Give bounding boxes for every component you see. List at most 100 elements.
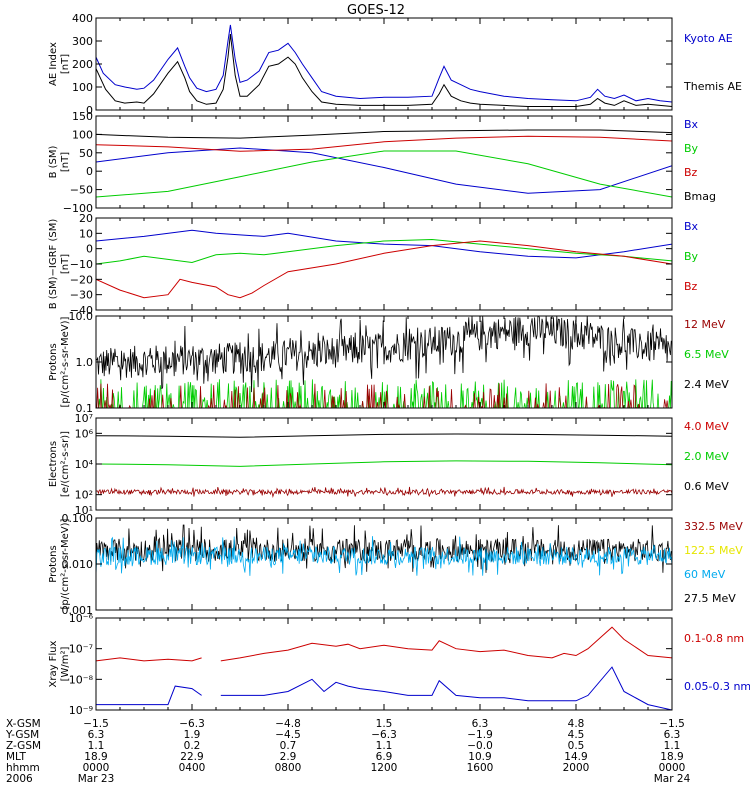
- series-themis-ae: [96, 34, 672, 107]
- y-tick-label: 0.1: [76, 402, 94, 415]
- x-axis-value: 0000: [659, 762, 686, 774]
- y-axis-label: [nT]: [60, 54, 71, 74]
- series-line: [96, 486, 672, 499]
- y-axis-label: [p/(cm²-s-sr-MeV)]: [60, 316, 71, 407]
- series-line: [96, 240, 672, 299]
- series-0-1-0-8-nm: [96, 626, 672, 662]
- y-tick-label: −100: [63, 202, 93, 215]
- x-axis-value: 4.5: [568, 729, 585, 741]
- x-axis-row-label: MLT: [6, 751, 26, 763]
- y-tick-label: 300: [72, 35, 93, 48]
- legend-entry: 6.5 MeV: [684, 348, 729, 361]
- x-axis-value: 0.7: [280, 740, 297, 752]
- y-axis-label: Protons: [48, 343, 59, 380]
- y-tick-label: 0.100: [62, 512, 94, 525]
- y-tick-label: −20: [70, 273, 93, 286]
- series-60-mev: [96, 536, 672, 576]
- y-tick-label: 10⁷: [75, 412, 93, 425]
- y-tick-label: 10⁶: [75, 427, 94, 440]
- y-axis-label: Protons: [48, 545, 59, 582]
- legend-entry: 27.5 MeV: [684, 592, 736, 605]
- x-axis-value: 1.1: [664, 740, 681, 752]
- legend-entry: 4.0 MeV: [684, 420, 729, 433]
- legend-entry: Bx: [684, 118, 699, 131]
- y-tick-label: 20: [79, 212, 93, 225]
- x-axis-value: 0000: [83, 762, 110, 774]
- y-tick-label: 50: [79, 147, 93, 160]
- y-axis-label: B (SM): [48, 145, 59, 178]
- series-2-0-mev: [96, 460, 672, 467]
- x-axis-date-start: Mar 23: [78, 773, 115, 785]
- y-tick-label: 0.001: [62, 604, 94, 617]
- series-4-0-mev: [96, 486, 672, 499]
- legend-entry: 2.0 MeV: [684, 450, 729, 463]
- y-tick-label: 10⁻⁸: [69, 673, 94, 686]
- panel-b_minus_igrf: −40 −30 −20 −10 0 10 20 B (SM)−IGRF (SM) [nT] Bx B…: [48, 212, 699, 317]
- series-2-4-mev: [96, 316, 672, 393]
- x-axis-value: −1.9: [467, 729, 493, 741]
- x-axis-value: −1.5: [659, 718, 685, 730]
- y-tick-label: 400: [72, 12, 93, 25]
- y-tick-label: 10.0: [69, 310, 94, 323]
- x-axis-year: 2006: [6, 773, 33, 785]
- x-axis-value: −6.3: [179, 718, 205, 730]
- x-axis-value: 1.1: [376, 740, 393, 752]
- series-line: [96, 524, 672, 573]
- series-line: [96, 147, 672, 194]
- x-axis-value: 6.9: [376, 751, 393, 763]
- panel-frame: [95, 17, 673, 111]
- y-tick-label: 0: [86, 165, 93, 178]
- x-axis-value: 0400: [179, 762, 206, 774]
- series-bx: [96, 147, 672, 194]
- x-axis-value: 1200: [371, 762, 398, 774]
- x-axis-value: 6.3: [472, 718, 489, 730]
- x-axis-row-label: Y-GSM: [5, 729, 39, 741]
- x-axis-value: −0.0: [467, 740, 493, 752]
- series-line: [96, 536, 672, 576]
- x-axis-row-label: hhmm: [6, 762, 40, 774]
- series-line: [96, 379, 672, 408]
- series-bmag: [96, 129, 672, 139]
- y-tick-label: 0: [86, 243, 93, 256]
- y-axis-label: [W/m²]: [60, 646, 71, 681]
- legend-entry: Bmag: [684, 190, 716, 203]
- y-axis-label: AE Index: [48, 42, 59, 86]
- x-axis-value: 1.5: [376, 718, 393, 730]
- series-line: [96, 229, 672, 259]
- legend-entry: Themis AE: [683, 80, 742, 93]
- y-axis-label: Electrons: [48, 441, 59, 487]
- x-axis-value: 6.3: [88, 729, 105, 741]
- y-tick-label: 10⁻⁷: [69, 643, 93, 656]
- y-tick-label: 150: [72, 110, 93, 123]
- series-line: [96, 24, 672, 103]
- series-bz: [96, 135, 672, 152]
- x-axis-value: 6.3: [664, 729, 681, 741]
- y-tick-label: 10⁴: [75, 458, 94, 471]
- y-tick-label: −30: [70, 289, 93, 302]
- legend-entry: Bz: [684, 280, 698, 293]
- y-tick-label: 100: [72, 128, 93, 141]
- series-line: [96, 238, 672, 265]
- legend-entry: Bz: [684, 166, 698, 179]
- x-axis-date-end: Mar 24: [654, 773, 691, 785]
- series-line: [96, 150, 672, 198]
- y-tick-label: −50: [70, 184, 93, 197]
- x-axis-value: 2000: [563, 762, 590, 774]
- series-0-6-mev: [96, 433, 672, 438]
- x-axis-value: 10.9: [468, 751, 491, 763]
- series-line: [96, 626, 672, 662]
- y-axis-label: B (SM)−IGRF (SM): [48, 219, 59, 310]
- x-axis-row-label: Z-GSM: [6, 740, 41, 752]
- x-axis-value: 0.5: [568, 740, 585, 752]
- series-bx: [96, 229, 672, 259]
- panel-ae_index: 0 100 200 300 400 AE Index [nT] Kyoto AE Themis …: [48, 12, 742, 117]
- series-6-5-mev: [96, 379, 672, 408]
- series-line: [96, 666, 672, 710]
- x-axis-value: 18.9: [660, 751, 683, 763]
- x-axis-value: 18.9: [84, 751, 107, 763]
- y-tick-label: 0.010: [62, 558, 94, 571]
- y-axis-label: [p/(cm²-s-sr-MeV)]: [60, 518, 71, 609]
- x-axis-value: −6.3: [371, 729, 397, 741]
- panel-protons_low: 0.1 1.0 10.0 Protons [p/(cm²-s-sr-MeV)] 12 Me…: [48, 310, 729, 415]
